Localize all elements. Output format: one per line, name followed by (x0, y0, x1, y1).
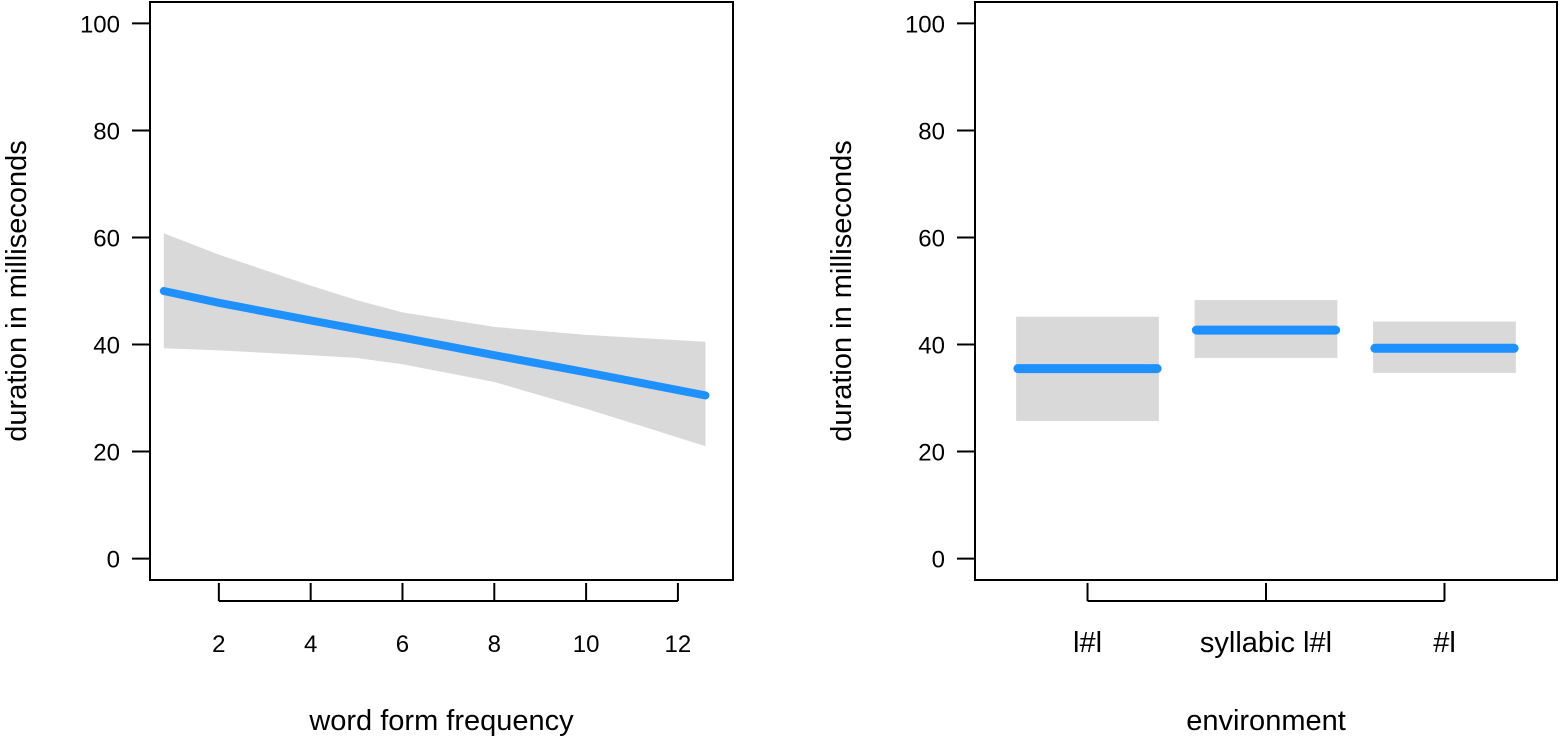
y-tick-label: 80 (93, 118, 120, 145)
x-tick-label: l#l (1073, 627, 1102, 659)
x-tick-label: 4 (304, 631, 317, 658)
x-tick-label: 12 (665, 631, 692, 658)
y-tick-label: 40 (918, 333, 945, 360)
y-tick-label: 60 (93, 225, 120, 252)
fitted-line (159, 287, 710, 400)
y-tick-label: 0 (932, 547, 945, 574)
y-tick-label: 0 (107, 547, 120, 574)
x-tick-label: syllabic l#l (1200, 627, 1332, 659)
y-tick-label: 100 (905, 11, 945, 38)
x-tick-label: 6 (396, 631, 409, 658)
y-tick-label: 60 (918, 225, 945, 252)
x-tick-label: 10 (573, 631, 600, 658)
frequency-effect-panel: 0 20 40 60 80 100 duration in milliseconds 2 4 6 8… (1, 1, 734, 737)
y-tick-label: 80 (918, 118, 945, 145)
y-tick-label: 100 (80, 11, 120, 38)
y-tick-label: 40 (93, 333, 120, 360)
x-axis-title: environment (1186, 705, 1346, 737)
x-tick-label: 8 (488, 631, 501, 658)
x-tick-label: 2 (212, 631, 225, 658)
environment-effect-panel: 0 20 40 60 80 100 duration in milliseconds l#l s… (826, 1, 1558, 737)
y-axis-title: duration in milliseconds (1, 140, 33, 441)
plot-frame (974, 1, 1558, 581)
y-tick-label: 20 (93, 440, 120, 467)
x-axis-title: word form frequency (308, 705, 574, 737)
y-axis-title: duration in milliseconds (826, 140, 858, 441)
x-tick-label: #l (1433, 627, 1456, 659)
y-tick-label: 20 (918, 440, 945, 467)
